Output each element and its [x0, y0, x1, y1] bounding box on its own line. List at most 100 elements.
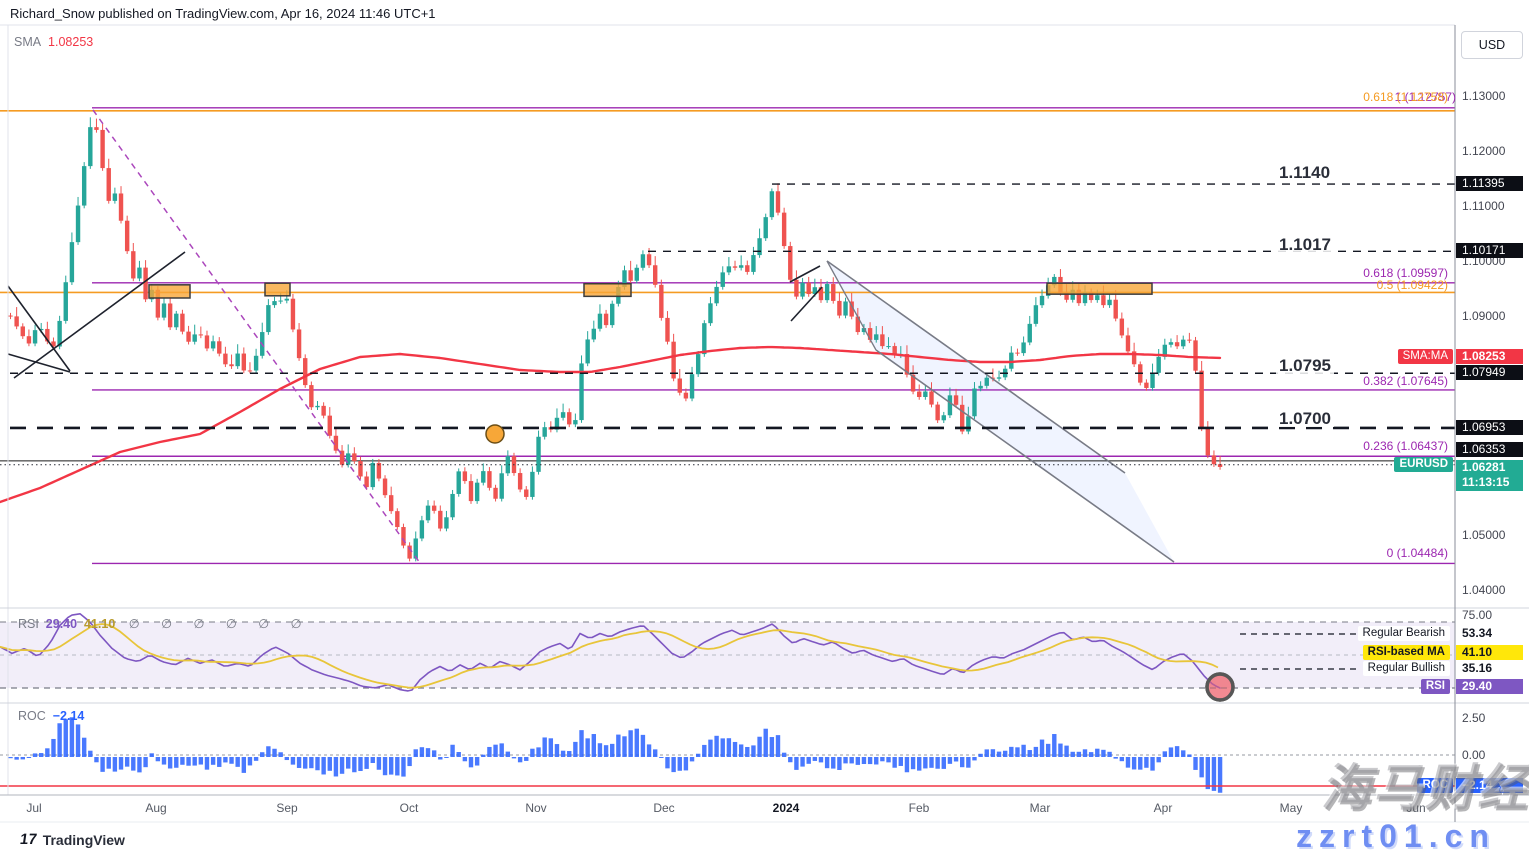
roc-bar [1027, 750, 1032, 757]
roc-bar [253, 757, 259, 761]
candle-body [1064, 292, 1069, 300]
roc-bar [524, 757, 529, 761]
roc-bar [1015, 747, 1020, 757]
orange-circle-marker[interactable] [485, 424, 505, 444]
roc-bar [702, 744, 707, 757]
candle-body [401, 527, 406, 546]
candle-body [462, 471, 468, 482]
roc-bar [272, 748, 277, 757]
candle-body [917, 391, 922, 398]
candle-body [1125, 335, 1131, 352]
candle-body [167, 303, 173, 328]
roc-bar [155, 757, 161, 762]
roc-bar [462, 757, 468, 762]
time-axis-label-Jun[interactable]: Jun [1406, 801, 1426, 815]
rsi-oversold-circle [1205, 672, 1235, 702]
roc-bar [689, 757, 695, 762]
roc-bar [444, 757, 449, 758]
roc-bar [303, 757, 308, 769]
roc-bar [1021, 744, 1026, 757]
roc-bar [542, 737, 547, 757]
supply-zone-box[interactable] [583, 282, 632, 298]
time-axis-label-Jul[interactable]: Jul [26, 801, 42, 815]
candle-body [370, 462, 375, 488]
candle-body [161, 303, 167, 318]
time-axis-label-Sep[interactable]: Sep [276, 801, 298, 815]
candle-body [155, 289, 161, 318]
scale-price-label: 1.10171 [1456, 243, 1523, 259]
channel-left-edge [826, 260, 877, 351]
rsi-legend-value: 29.40 [45, 617, 78, 631]
roc-bar [738, 744, 744, 757]
roc-bar [315, 757, 320, 771]
roc-bar [395, 757, 400, 776]
rsi-scale-value: 35.16 [1456, 661, 1523, 676]
roc-bar [493, 744, 498, 757]
roc-bar [935, 757, 940, 769]
supply-zone-box[interactable] [1046, 282, 1153, 295]
roc-bar [339, 757, 345, 774]
candle-body [321, 405, 326, 416]
candle-body [1205, 428, 1210, 456]
roc-bar [247, 757, 253, 766]
candle-body [947, 395, 953, 416]
roc-bar [192, 757, 197, 766]
supply-zone-box[interactable] [264, 282, 291, 297]
time-axis-label-May[interactable]: May [1279, 801, 1303, 815]
roc-bar [376, 757, 382, 770]
candle-body [1088, 292, 1094, 301]
roc-bar [874, 757, 879, 765]
rsi-right-label: RSI-based MA [1362, 645, 1450, 660]
candle-body [100, 129, 105, 169]
time-axis-label-Aug[interactable]: Aug [145, 801, 167, 815]
roc-bar [358, 757, 363, 772]
tradingview-logo[interactable]: 17 TradingView [19, 831, 125, 848]
candle-body [39, 328, 44, 331]
roc-bar [94, 757, 99, 763]
sma-legend[interactable]: SMA 1.08253 [14, 35, 93, 49]
candle-body [665, 317, 670, 342]
candle-body [831, 284, 836, 301]
supply-zone-box[interactable] [148, 284, 191, 299]
roc-bar [880, 757, 885, 762]
roc-legend[interactable]: ROC −2.14 [18, 709, 84, 723]
candle-body [382, 478, 388, 496]
candle-body [978, 385, 983, 389]
time-axis-label-Nov[interactable]: Nov [525, 801, 547, 815]
roc-bar [616, 734, 621, 757]
roc-bar [653, 749, 658, 757]
candle-body [192, 334, 197, 342]
time-axis-label-2024[interactable]: 2024 [772, 801, 800, 815]
rsi-hidden-markers: ∅ ∅ ∅ ∅ ∅ ∅ [128, 617, 311, 631]
roc-bar [1205, 757, 1210, 790]
candle-body [1174, 342, 1180, 347]
time-axis-label-Oct[interactable]: Oct [399, 801, 419, 815]
candle-body [253, 355, 259, 371]
candle-body [94, 127, 99, 130]
candle-body [88, 127, 93, 167]
roc-bar [57, 723, 62, 757]
roc-bar [456, 752, 461, 757]
candle-body [1162, 344, 1168, 357]
time-axis-label-Feb[interactable]: Feb [908, 801, 930, 815]
candle-body [106, 168, 111, 201]
time-axis-label-Mar[interactable]: Mar [1029, 801, 1051, 815]
time-axis-label-Dec[interactable]: Dec [653, 801, 675, 815]
candle-body [431, 505, 437, 511]
roc-bar [1168, 747, 1174, 757]
candle-body [659, 284, 664, 318]
roc-bar [800, 757, 805, 767]
candle-body [296, 329, 302, 359]
candle-body [849, 301, 854, 317]
candle-body [806, 282, 811, 295]
roc-bar [137, 757, 142, 773]
candle-body [51, 341, 56, 347]
roc-bar [112, 757, 118, 772]
time-axis-label-Apr[interactable]: Apr [1153, 801, 1173, 815]
currency-toggle-button[interactable]: USD [1461, 31, 1523, 59]
candle-body [63, 282, 68, 321]
candle-body [1015, 352, 1020, 354]
rsi-legend[interactable]: RSI 29.40 41.10 ∅ ∅ ∅ ∅ ∅ ∅ [18, 616, 311, 631]
candle-body [364, 476, 369, 488]
